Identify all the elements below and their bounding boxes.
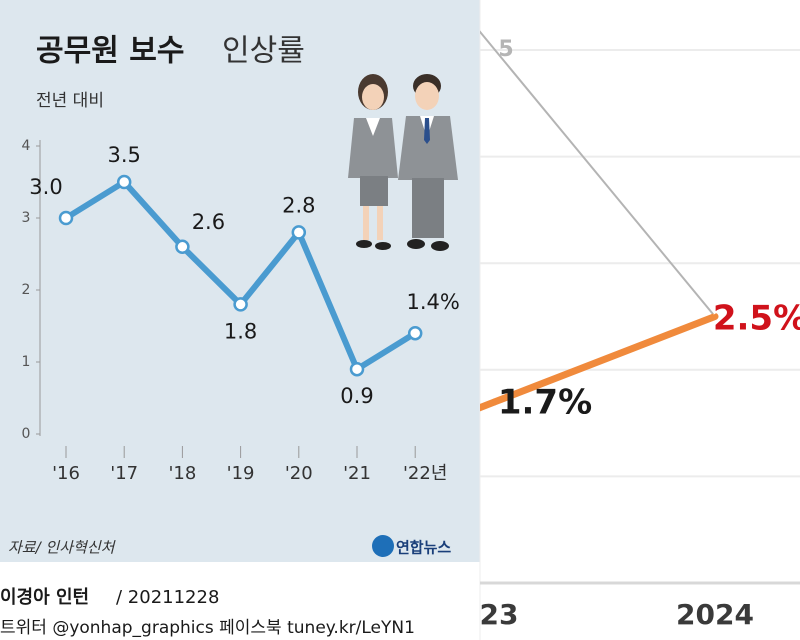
y-tick-label: 1 — [22, 354, 31, 370]
y-tick-label: 2 — [22, 282, 31, 298]
line — [491, 313, 719, 406]
zoom-chart: 23 2024 5 1.7% 2.5% — [480, 30, 800, 631]
y-tick-label: 0 — [22, 426, 31, 442]
x-tick-label: 23 — [480, 598, 519, 631]
footer-author: 이경아 인턴 — [0, 587, 89, 608]
panel-bg — [0, 0, 480, 562]
line-extension — [480, 398, 497, 412]
data-label: 1.7% — [498, 383, 592, 423]
panel-bg — [480, 0, 800, 640]
marker — [407, 325, 423, 341]
data-label: 3.0 — [29, 175, 62, 199]
line-extension — [480, 30, 496, 51]
data-label: 3.5 — [107, 143, 140, 167]
x-tick-label: '21 — [343, 463, 371, 484]
data-label: 2.6 — [192, 210, 225, 234]
data-label: 1.4% — [407, 290, 460, 314]
logo: 연합뉴스 — [396, 539, 451, 557]
subtitle: 전년 대비 — [36, 91, 104, 111]
logo-icon — [372, 535, 394, 557]
data-label: 0.9 — [340, 384, 373, 408]
marker — [58, 210, 74, 226]
marker — [233, 297, 248, 312]
illustration — [348, 74, 458, 251]
y-tick-label: 3 — [22, 210, 31, 226]
y-tick-label: 4 — [22, 138, 31, 154]
data-label: 2.5% — [713, 299, 800, 339]
marker — [291, 225, 307, 240]
x-tick-label: '17 — [110, 463, 138, 484]
x-tick-label: '16 — [52, 463, 80, 484]
marker — [349, 361, 365, 377]
data-label: 5 — [498, 37, 513, 62]
data-label: 2.8 — [282, 193, 315, 217]
footer-date: / 20211228 — [116, 587, 219, 608]
x-tick-label: '18 — [168, 463, 196, 484]
x-tick-label: '20 — [285, 463, 313, 484]
title: 공무원 보수 — [36, 34, 184, 69]
title-suffix: 인상률 — [222, 34, 305, 69]
line — [494, 49, 716, 318]
source: 자료/ 인사혁신처 — [8, 539, 117, 557]
marker — [175, 239, 190, 255]
x-tick-label: '22년 — [403, 463, 447, 484]
data-label: 1.8 — [224, 319, 257, 343]
marker — [116, 174, 132, 190]
x-tick-label: 2024 — [676, 598, 754, 631]
x-tick-label: '19 — [227, 463, 255, 484]
footer-social: 트위터 @yonhap_graphics 페이스북 tuney.kr/LeYN1 — [0, 618, 415, 638]
